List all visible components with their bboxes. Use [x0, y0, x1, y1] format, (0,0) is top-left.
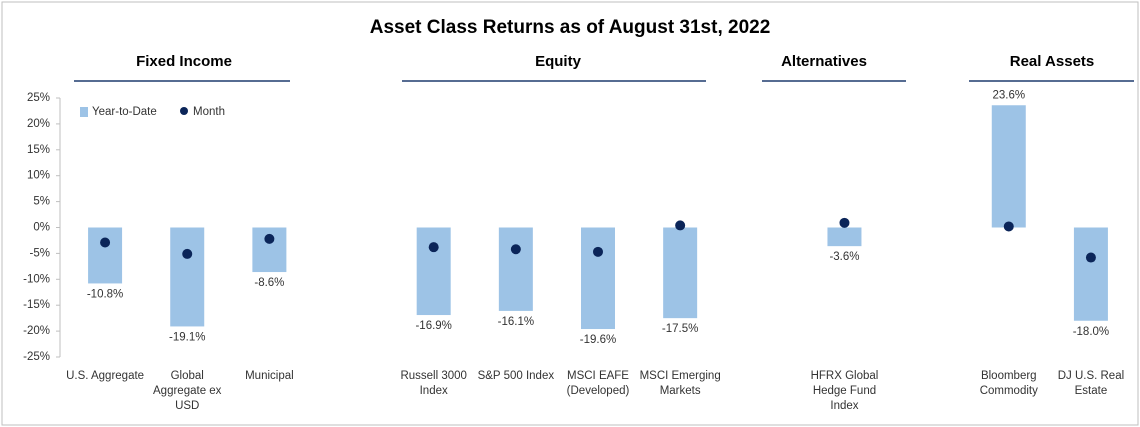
bar	[1073, 227, 1108, 321]
legend-label: Month	[193, 106, 225, 118]
month-dot	[182, 248, 193, 259]
month-dot	[510, 244, 521, 255]
bar	[991, 105, 1026, 228]
value-label: -17.5%	[662, 323, 698, 335]
x-tick-label: S&P 500 Index	[478, 370, 555, 382]
y-tick-label: 10%	[27, 170, 50, 182]
x-tick-label: Russell 3000 Index	[400, 370, 466, 397]
month-dot	[100, 237, 111, 248]
x-tick-label: Municipal	[245, 370, 294, 382]
value-label: -18.0%	[1073, 326, 1109, 338]
value-label: -10.8%	[87, 288, 123, 300]
x-tick-label: Global Aggregate ex USD	[153, 370, 222, 412]
month-dot	[264, 233, 275, 244]
value-label: 23.6%	[992, 89, 1025, 101]
bar	[498, 227, 533, 311]
x-tick-label: Bloomberg Commodity	[980, 370, 1038, 397]
month-dot	[428, 242, 439, 253]
value-label: -19.6%	[580, 334, 616, 346]
x-tick-label: DJ U.S. Real Estate	[1058, 370, 1124, 397]
y-tick-label: 0%	[33, 222, 50, 234]
y-tick-label: 25%	[27, 92, 50, 104]
x-tick-label: U.S. Aggregate	[66, 370, 144, 382]
group-label: Alternatives	[781, 53, 867, 70]
x-tick-label: MSCI EAFE (Developed)	[567, 370, 630, 397]
group-label: Real Assets	[1010, 53, 1095, 70]
y-tick-label: -15%	[23, 299, 50, 311]
bar	[88, 227, 123, 284]
month-dot	[1003, 221, 1014, 232]
y-tick-label: -20%	[23, 325, 50, 337]
y-tick-label: 20%	[27, 118, 50, 130]
bar	[663, 227, 698, 319]
month-dot	[593, 246, 603, 257]
bar	[581, 227, 615, 330]
month-dot	[1085, 252, 1096, 263]
x-tick-label: HFRX Global Hedge Fund Index	[811, 370, 879, 412]
value-label: -19.1%	[169, 331, 205, 343]
y-tick-label: 5%	[33, 196, 50, 208]
y-tick-label: -5%	[30, 247, 50, 259]
legend-swatch	[80, 107, 88, 117]
value-label: -16.9%	[415, 320, 451, 332]
month-dot	[675, 220, 686, 231]
month-dot	[839, 217, 850, 228]
x-tick-label: MSCI Emerging Markets	[640, 370, 721, 397]
y-tick-label: -25%	[23, 351, 50, 363]
value-label: -3.6%	[829, 251, 859, 263]
y-tick-label: 15%	[27, 144, 50, 156]
bar	[416, 227, 451, 316]
value-label: -8.6%	[254, 277, 284, 289]
group-label: Fixed Income	[136, 53, 232, 70]
legend-label: Year-to-Date	[92, 106, 157, 118]
bar	[170, 227, 205, 327]
value-label: -16.1%	[498, 316, 534, 328]
y-tick-label: -10%	[23, 273, 50, 285]
legend-swatch	[180, 107, 188, 115]
group-label: Equity	[535, 53, 581, 70]
chart-title: Asset Class Returns as of August 31st, 2…	[370, 17, 771, 38]
bar	[827, 227, 862, 247]
